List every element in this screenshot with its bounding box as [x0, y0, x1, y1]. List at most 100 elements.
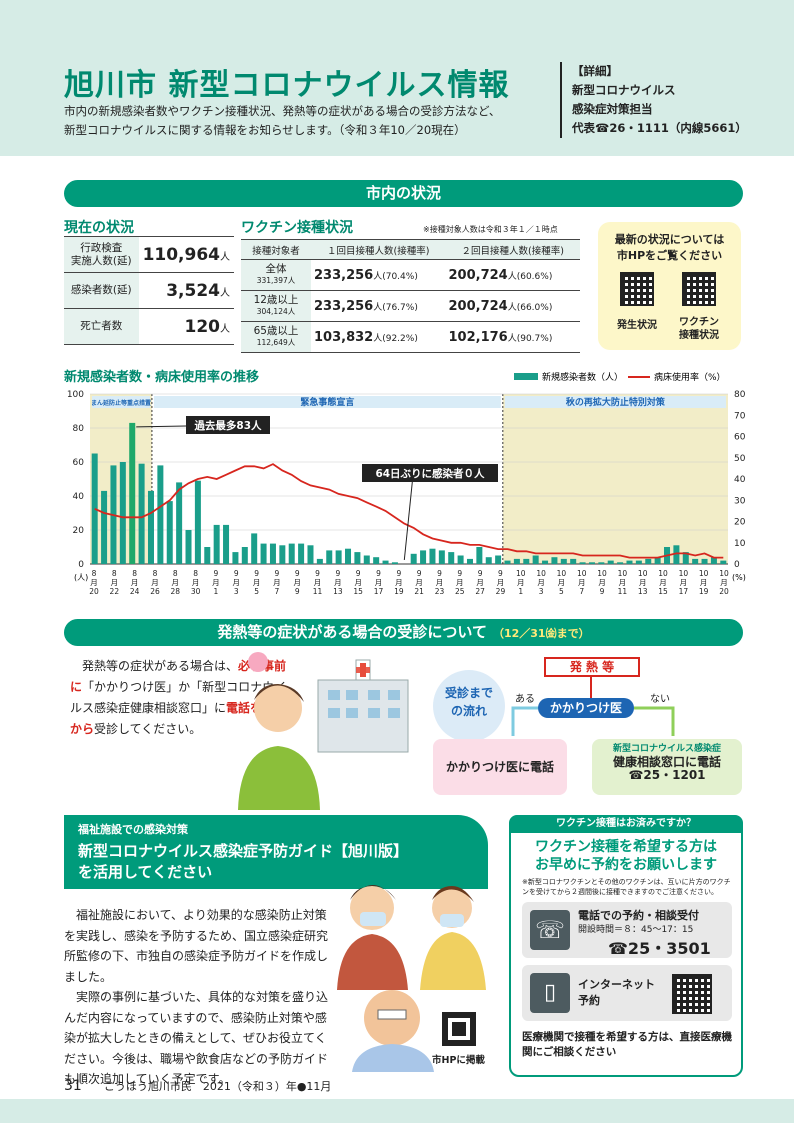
lead-text: 市内の新規感染者数やワクチン接種状況、発熱等の症状がある場合の受診方法など、 新…	[64, 104, 501, 137]
current-status-table: 行政検査 実施人数(延) 110,964人 感染者数(延) 3,524人 死亡者数…	[64, 236, 234, 345]
table-row: 65歳以上 112,649人 103,832人(92.2%) 102,176人(9…	[241, 321, 580, 353]
x-tick-label: 17	[679, 587, 689, 596]
x-tick-label: 9	[396, 569, 401, 578]
x-tick-label: 24	[130, 587, 140, 596]
call-clinic-box: かかりつけ医に電話	[433, 739, 567, 795]
legend-bar-swatch	[514, 373, 538, 380]
bar-new-cases	[513, 558, 520, 564]
call-consultation-box: 新型コロナウイルス感染症 健康相談窓口に電話 ☎25・1201	[592, 739, 742, 795]
smartphone-icon: ▯	[530, 973, 570, 1013]
bar-new-cases	[654, 557, 661, 564]
bar-new-cases	[438, 550, 445, 564]
bar-new-cases	[579, 562, 586, 564]
bar-new-cases	[119, 462, 126, 564]
x-tick-label: 月	[212, 578, 220, 587]
y-right-tick-label: 20	[734, 518, 746, 528]
x-tick-label: 20	[719, 587, 729, 596]
current-status-heading: 現在の状況	[64, 220, 134, 236]
x-tick-label: 月	[558, 578, 566, 587]
bar-new-cases	[485, 557, 492, 564]
period-label: 秋の再拡大防止特別対策	[565, 396, 666, 408]
bar-new-cases	[382, 560, 389, 564]
x-tick-label: 10	[679, 569, 689, 578]
flow-yes: ある	[515, 694, 535, 705]
x-tick-label: 15	[658, 587, 668, 596]
bar-new-cases	[391, 562, 398, 564]
fever-icon	[248, 652, 268, 672]
x-tick-label: 月	[172, 578, 180, 587]
bar-new-cases	[429, 548, 436, 564]
x-tick-label: 9	[295, 569, 300, 578]
bar-new-cases	[251, 533, 258, 564]
bar-new-cases	[176, 482, 183, 564]
x-tick-label: 26	[150, 587, 160, 596]
x-tick-label: 月	[90, 578, 98, 587]
x-tick-label: 29	[496, 587, 506, 596]
x-tick-label: 月	[354, 578, 362, 587]
bar-new-cases	[607, 560, 614, 564]
bar-new-cases	[420, 550, 427, 564]
qr-label-vaccine: ワクチン 接種状況	[679, 317, 719, 341]
annotation-max-box	[186, 416, 270, 434]
page-footer: 31 こうほう旭川市民 2021（令和３）年●11月	[64, 1078, 332, 1094]
qr-code-reservation[interactable]	[672, 974, 712, 1014]
welfare-body: 福祉施設において、より効果的な感染防止対策を実践し、感染を予防するため、国立感染…	[64, 908, 329, 1086]
x-tick-label: 月	[456, 578, 464, 587]
y-right-tick-label: 50	[734, 454, 746, 464]
clinic-pill: かかりつけ医	[538, 698, 634, 718]
bar-new-cases	[223, 524, 230, 564]
qr-code-vaccine[interactable]	[682, 272, 716, 306]
x-tick-label: 11	[313, 587, 323, 596]
section-bar-symptoms: 発熱等の症状がある場合の受診について （12／31㈮まで）	[64, 619, 743, 646]
cases-bed-rate-chart: 020406080100010203040506070808月208月228月2…	[67, 371, 746, 596]
bar-new-cases	[354, 552, 361, 564]
x-tick-label: 9	[417, 569, 422, 578]
period-banner	[153, 396, 501, 408]
qr-code-outbreak[interactable]	[620, 272, 654, 306]
x-tick-label: 月	[253, 578, 260, 587]
bar-new-cases	[466, 558, 473, 564]
bar-new-cases	[701, 558, 708, 564]
x-tick-label: 11	[618, 587, 628, 596]
x-tick-label: 1	[518, 587, 523, 596]
flow-label: 受診まで の流れ	[433, 670, 505, 742]
x-tick-label: 9	[295, 587, 300, 596]
vaccine-status-table: 接種対象者 １回目接種人数(接種率) ２回目接種人数(接種率) 全体 331,39…	[241, 239, 580, 353]
x-tick-label: 月	[497, 578, 505, 587]
x-tick-label: 27	[475, 587, 485, 596]
table-row: 全体 331,397人 233,256人(70.4%) 200,724人(60.6…	[241, 259, 580, 291]
x-tick-label: 10	[618, 569, 628, 578]
vaccine-footer-text: 医療機関で接種を希望する方は、直接医療機関にご相談ください	[522, 1031, 732, 1058]
x-tick-label: 21	[414, 587, 424, 596]
phone-number: ☎25・3501	[608, 939, 711, 958]
x-tick-label: 9	[437, 569, 442, 578]
y-right-tick-label: 10	[734, 539, 746, 549]
annotation-zero-box	[362, 464, 498, 482]
bar-new-cases	[101, 490, 108, 564]
x-tick-label: 13	[638, 587, 648, 596]
x-tick-label: 月	[375, 578, 383, 587]
footer-bar	[0, 1099, 794, 1123]
vaccine-headline: ワクチン接種を希望する方は お早めに予約をお願いします	[535, 839, 717, 873]
y-right-tick-label: 40	[734, 475, 746, 485]
bar-new-cases	[147, 490, 154, 564]
bar-new-cases	[457, 555, 464, 564]
x-tick-label: 月	[639, 578, 647, 587]
bar-new-cases	[570, 558, 577, 564]
green-shirt	[238, 746, 320, 810]
x-tick-label: 8	[173, 569, 178, 578]
internet-card[interactable]: ▯ インターネット 予約	[522, 965, 732, 1021]
period-banner	[504, 396, 726, 408]
contact-detail: 【詳細】 新型コロナウイルス 感染症対策担当 代表☎26・1111（内線5661…	[560, 62, 750, 138]
bar-new-cases	[232, 552, 239, 564]
x-tick-label: 9	[498, 569, 503, 578]
phone-card[interactable]: ☏ 電話での予約・相談受付 開設時間＝８：45～17：15 ☎25・3501	[522, 902, 732, 958]
bar-new-cases	[476, 547, 483, 564]
bar-new-cases	[260, 543, 267, 564]
x-tick-label: 月	[192, 578, 200, 587]
x-tick-label: 17	[374, 587, 384, 596]
x-tick-label: 8	[193, 569, 198, 578]
bar-new-cases	[720, 560, 727, 564]
line-bed-rate	[94, 463, 724, 559]
x-tick-label: 9	[600, 587, 605, 596]
